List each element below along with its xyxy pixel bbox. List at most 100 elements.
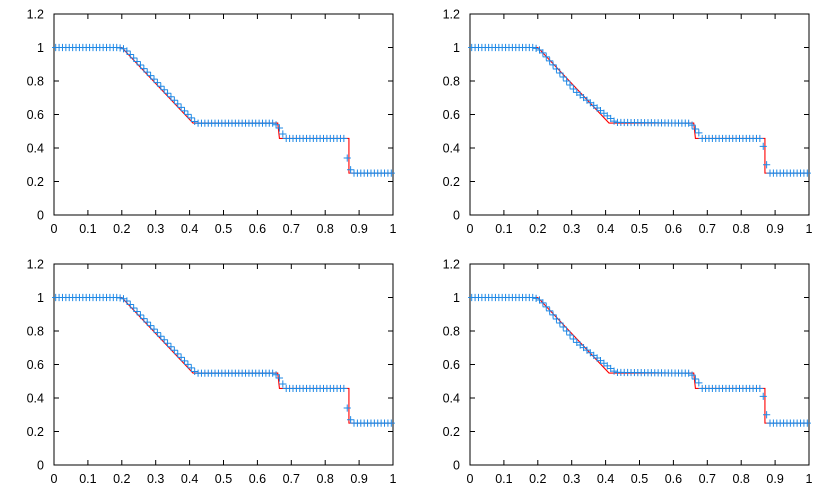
x-tick-label: 0.1 <box>495 472 512 486</box>
data-point-marker <box>136 311 145 319</box>
data-point-marker <box>130 54 138 62</box>
y-tick-label: 0.8 <box>27 75 44 89</box>
data-point-marker <box>170 346 178 354</box>
data-point-marker <box>150 75 158 83</box>
x-tick-label: 0.3 <box>147 472 164 486</box>
data-point-marker <box>569 335 577 343</box>
data-point-marker <box>529 293 537 302</box>
data-point-marker <box>569 85 577 93</box>
data-point-marker <box>763 411 771 419</box>
x-tick-label: 0 <box>467 222 474 236</box>
x-tick-label: 0.9 <box>350 222 367 236</box>
exact-solution-line <box>54 296 393 424</box>
y-tick-label: 0 <box>37 459 44 473</box>
chart-panel-2: 0 0.1 0.2 0.3 0.4 0.5 0.6 0.7 0.8 0.9 1 0 0.2 0.4 0.6 0… <box>443 8 813 237</box>
data-point-marker <box>184 110 192 118</box>
y-tick-label: 0.4 <box>443 142 460 156</box>
data-point-marker <box>532 294 540 302</box>
data-point-marker <box>387 419 395 427</box>
data-point-marker <box>763 161 771 169</box>
y-tick-label: 0.4 <box>443 392 460 406</box>
data-point-marker <box>563 327 571 335</box>
y-tick-label: 0 <box>453 459 460 473</box>
data-point-marker <box>347 166 355 174</box>
x-tick-label: 0.2 <box>529 222 546 236</box>
x-tick-label: 0.2 <box>529 472 546 486</box>
data-point-marker <box>174 350 182 358</box>
y-tick-label: 0.6 <box>443 358 460 372</box>
chart-panel-3: 0 0.1 0.2 0.3 0.4 0.5 0.6 0.7 0.8 0.9 1 0 0.2 0.4 0.6 0… <box>27 258 397 487</box>
y-tick-label: 0.8 <box>27 325 44 339</box>
data-point-marker <box>552 65 561 73</box>
data-point-marker <box>184 360 192 368</box>
data-point-marker <box>157 332 165 340</box>
x-tick-label: 0.1 <box>79 222 96 236</box>
x-tick-label: 1 <box>390 222 397 236</box>
data-point-marker <box>153 79 161 87</box>
data-point-marker <box>269 119 277 127</box>
data-point-marker <box>191 367 199 376</box>
y-tick-label: 1.2 <box>443 258 460 272</box>
data-point-marker <box>123 47 131 55</box>
x-tick-label: 0.6 <box>665 472 682 486</box>
data-point-marker <box>756 134 764 143</box>
x-tick-label: 0.5 <box>631 222 648 236</box>
data-point-marker <box>272 371 280 379</box>
x-tick-label: 0.7 <box>699 222 716 236</box>
data-point-marker <box>167 93 175 101</box>
x-tick-label: 0.3 <box>563 222 580 236</box>
data-point-marker <box>695 129 703 137</box>
data-point-marker <box>187 114 195 122</box>
data-point-marker <box>685 119 693 127</box>
y-tick-label: 1 <box>37 291 44 305</box>
x-tick-label: 0.4 <box>181 472 198 486</box>
data-point-marker <box>116 294 124 302</box>
x-tick-label: 1 <box>390 472 397 486</box>
x-tick-label: 0.8 <box>317 222 334 236</box>
data-point-marker <box>150 325 158 333</box>
y-tick-label: 1 <box>37 41 44 55</box>
data-point-marker <box>116 44 124 52</box>
data-point-marker <box>556 69 564 77</box>
data-point-marker <box>157 82 165 90</box>
y-tick-label: 0.6 <box>27 108 44 122</box>
x-tick-label: 0.5 <box>215 472 232 486</box>
y-tick-label: 0 <box>453 209 460 223</box>
x-tick-label: 0.2 <box>113 472 130 486</box>
data-point-marker <box>559 323 567 331</box>
y-tick-label: 1 <box>453 291 460 305</box>
data-point-marker <box>343 154 351 162</box>
y-tick-label: 0.6 <box>443 108 460 122</box>
data-point-marker <box>566 81 574 89</box>
x-tick-label: 0.9 <box>350 472 367 486</box>
x-tick-label: 0.6 <box>665 222 682 236</box>
plot-frame <box>469 13 810 216</box>
data-point-marker <box>272 121 280 129</box>
y-tick-label: 0.4 <box>27 392 44 406</box>
chart-panel-1: 0 0.1 0.2 0.3 0.4 0.5 0.6 0.7 0.8 0.9 1 0 0.2 0.4 0.6 0… <box>27 8 397 237</box>
y-tick-label: 0 <box>37 209 44 223</box>
x-tick-label: 0.3 <box>147 222 164 236</box>
data-point-marker <box>529 43 537 52</box>
data-point-marker <box>136 61 145 69</box>
x-tick-label: 0.9 <box>766 472 783 486</box>
y-tick-label: 0.2 <box>443 425 460 439</box>
y-tick-label: 0.2 <box>27 425 44 439</box>
data-point-marker <box>542 303 550 311</box>
plot-frame <box>53 263 394 466</box>
x-tick-label: 0.8 <box>317 472 334 486</box>
data-point-marker <box>279 130 287 138</box>
x-tick-label: 0.3 <box>563 472 580 486</box>
exact-solution-line <box>470 46 809 174</box>
x-tick-label: 0.6 <box>249 222 266 236</box>
y-tick-label: 0.8 <box>443 75 460 89</box>
data-point-marker <box>695 379 703 387</box>
data-point-marker <box>756 384 764 393</box>
plot-frame <box>53 13 394 216</box>
y-tick-label: 1.2 <box>27 8 44 22</box>
exact-solution-line <box>54 46 393 174</box>
plot-frame <box>469 263 810 466</box>
data-point-marker <box>803 419 811 427</box>
y-tick-label: 0.8 <box>443 325 460 339</box>
